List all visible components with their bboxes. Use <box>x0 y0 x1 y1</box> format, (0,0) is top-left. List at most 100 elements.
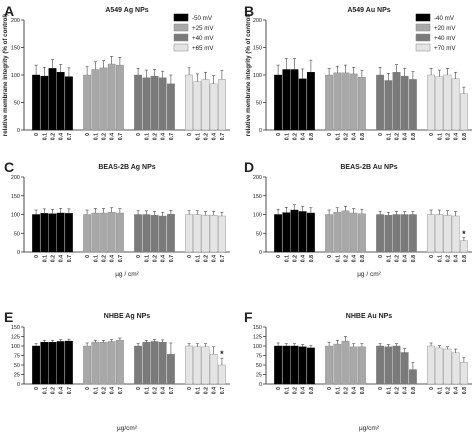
x-tick-label: 0 <box>429 255 435 258</box>
legend-swatch <box>173 43 189 52</box>
bar <box>460 240 468 253</box>
legend-label: -40 mV <box>434 15 455 22</box>
x-tick-label: 0.1 <box>42 133 48 140</box>
x-tick-label: 0.2 <box>344 387 350 394</box>
y-tick-label: 100 <box>253 213 262 219</box>
legend-label: +65 mV <box>192 45 214 52</box>
bar <box>158 342 167 385</box>
x-tick-label: 0.7 <box>118 255 124 262</box>
x-tick-label: 0 <box>187 255 193 258</box>
bar <box>409 369 417 385</box>
x-tick-label: 0 <box>85 387 91 390</box>
legend-label: -50 mV <box>192 15 213 22</box>
panel-letter: C <box>4 159 14 175</box>
significance-marker: * <box>462 229 466 239</box>
bar <box>150 215 159 253</box>
legend-swatch <box>173 23 189 32</box>
x-tick-label: 0.1 <box>284 255 290 262</box>
bar <box>358 213 366 253</box>
panel-letter: E <box>4 309 13 325</box>
x-tick-label: 0.1 <box>437 387 443 394</box>
x-tick-label: 0.1 <box>437 133 443 140</box>
x-tick-label: 0.8 <box>462 133 468 140</box>
bar <box>48 68 57 131</box>
x-tick-label: 0.4 <box>110 387 116 394</box>
x-tick-label: 0.4 <box>454 133 460 140</box>
bar <box>166 83 175 131</box>
series-group-4: 0 0.1 0.2 0.4 0.7 <box>185 67 226 140</box>
bar <box>409 79 417 131</box>
y-tick-label: 75 <box>14 354 20 360</box>
x-axis-label: µg/cm² <box>359 425 380 432</box>
bar <box>290 345 299 385</box>
bar <box>217 79 226 131</box>
x-tick-label: 0.1 <box>437 255 443 262</box>
x-tick-label: 0.1 <box>144 133 150 140</box>
x-tick-label: 0.4 <box>352 255 358 262</box>
legend-label: +25 mV <box>192 25 214 32</box>
panel-title: BEAS-2B Ag NPs <box>98 164 155 171</box>
y-tick-label: 0 <box>17 250 20 256</box>
x-tick-label: 0.4 <box>212 255 218 262</box>
bar <box>282 345 291 385</box>
x-tick-label: 0.4 <box>301 387 307 394</box>
legend-swatch <box>415 13 431 22</box>
x-tick-label: 0 <box>327 133 333 136</box>
bar <box>56 341 65 385</box>
x-tick-label: 0.1 <box>386 387 392 394</box>
x-tick-label: 0.8 <box>309 133 315 140</box>
bar <box>217 215 226 253</box>
bar <box>64 213 73 253</box>
x-tick-label: 0.2 <box>446 255 452 262</box>
x-tick-label: 0.2 <box>102 387 108 394</box>
x-tick-label: 0.7 <box>169 133 175 140</box>
legend: -50 mV +25 mV +40 mV +65 mV <box>173 13 214 52</box>
bar <box>48 213 57 253</box>
x-tick-label: 0 <box>187 387 193 390</box>
x-tick-label: 0.2 <box>395 255 401 262</box>
bar <box>150 341 159 385</box>
series-group-1: 0 0.1 0.2 0.4 0.8 <box>274 342 315 394</box>
legend-label: +40 mV <box>434 35 456 42</box>
bar <box>427 74 435 131</box>
series-group-2: 0 0.1 0.2 0.4 0.8 <box>325 336 366 394</box>
x-tick-label: 0.2 <box>293 387 299 394</box>
x-tick-label: 0.7 <box>67 387 73 394</box>
bar <box>451 352 460 385</box>
x-tick-label: 0.1 <box>42 255 48 262</box>
y-tick-label: 150 <box>253 46 262 52</box>
x-tick-label: 0 <box>276 255 282 258</box>
x-tick-label: 0.2 <box>395 133 401 140</box>
bar <box>427 214 435 253</box>
y-tick-label: 150 <box>11 325 20 331</box>
y-tick-label: 50 <box>256 363 262 369</box>
bar <box>349 212 358 253</box>
bar <box>91 69 100 131</box>
x-tick-label: 0.4 <box>403 255 409 262</box>
bar <box>134 74 142 131</box>
panel-title: NHBE Au NPs <box>346 313 393 320</box>
bar <box>400 75 409 131</box>
x-tick-label: 0.2 <box>102 133 108 140</box>
series-group-3: 0 0.1 0.2 0.4 0.8 <box>376 64 417 140</box>
bar <box>325 74 333 131</box>
x-tick-label: 0.4 <box>59 133 65 140</box>
x-tick-label: 0 <box>378 255 384 258</box>
series-group-3: 0 0.1 0.2 0.4 0.7 <box>134 210 175 262</box>
x-tick-label: 0.8 <box>360 255 366 262</box>
bar <box>460 93 468 131</box>
legend: -40 mV +20 mV +40 mV +70 mV <box>415 13 456 52</box>
bar <box>91 212 100 253</box>
x-tick-label: 0.2 <box>153 387 159 394</box>
x-tick-label: 0.1 <box>284 387 290 394</box>
x-tick-label: 0.8 <box>309 255 315 262</box>
y-tick-label: 150 <box>11 194 20 200</box>
bar <box>435 76 444 131</box>
bar <box>400 214 409 253</box>
y-axis-label: relative membrane integrity (% of contro… <box>245 14 252 136</box>
y-tick-label: 125 <box>11 335 20 341</box>
